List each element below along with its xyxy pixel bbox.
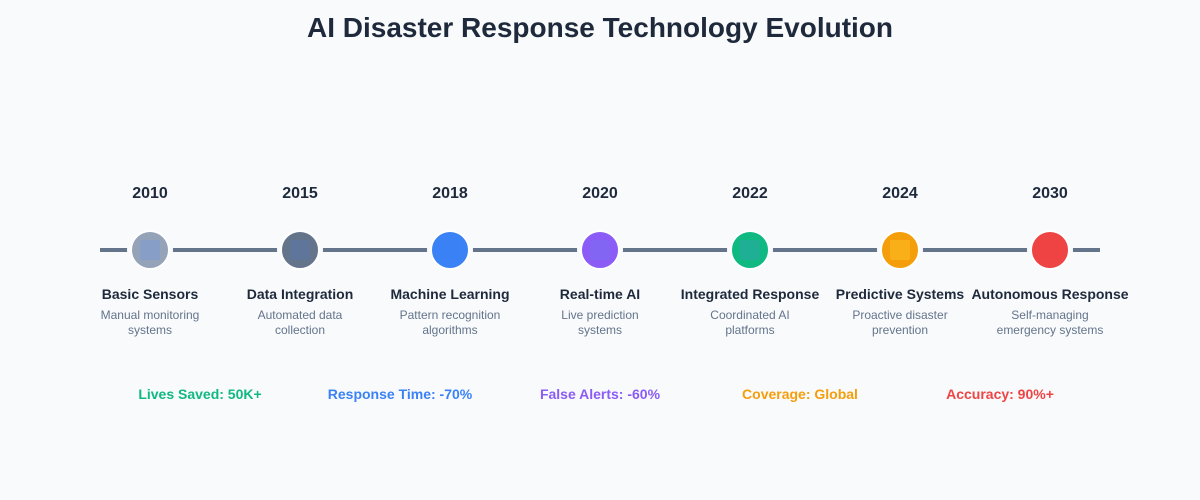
milestone: 2030 Autonomous Response Self-managing emer… — [970, 0, 1130, 500]
milestone-node-ring — [427, 227, 473, 273]
milestone-label: Data Integration — [246, 286, 354, 302]
milestone-description: Automated data collection — [210, 308, 390, 338]
milestone-label: Predictive Systems — [835, 286, 965, 302]
milestone-label: Machine Learning — [390, 286, 510, 302]
milestone: 2010 Basic Sensors Manual monitoring system… — [70, 0, 230, 500]
milestone: 2020 Real-time AI Live prediction systems — [520, 0, 680, 500]
milestone-year: 2018 — [432, 185, 468, 202]
milestone-description: Coordinated AI platforms — [660, 308, 840, 338]
milestone: 2018 Machine Learning Pattern recognition a… — [370, 0, 530, 500]
milestone-node-ring — [1027, 227, 1073, 273]
milestone-description: Pattern recognition algorithms — [360, 308, 540, 338]
milestone-description: Self-managing emergency systems — [960, 308, 1140, 338]
milestone-description-line: systems — [577, 323, 622, 337]
milestone-node-ring — [577, 227, 623, 273]
forecast-icon — [890, 240, 910, 260]
milestone-year: 2022 — [732, 185, 768, 202]
milestone-description-line: prevention — [871, 323, 929, 337]
milestone-node — [280, 230, 320, 270]
metric-stat: Response Time: -70% — [327, 386, 473, 402]
milestone-node — [580, 230, 620, 270]
milestone-year: 2015 — [282, 185, 318, 202]
milestone: 2022 Integrated Response Coordinated AI pla… — [670, 0, 830, 500]
milestone-label: Integrated Response — [680, 286, 820, 302]
milestone-node — [730, 230, 770, 270]
milestone-description-line: systems — [127, 323, 172, 337]
milestone-year: 2030 — [1032, 185, 1068, 202]
metric-stat: Accuracy: 90%+ — [946, 386, 1054, 402]
milestone-description-line: emergency systems — [996, 323, 1104, 337]
sensor-icon — [140, 240, 160, 260]
milestone-description: Proactive disaster prevention — [810, 308, 990, 338]
milestone-node — [1030, 230, 1070, 270]
milestone-description: Manual monitoring systems — [60, 308, 240, 338]
milestone-label: Autonomous Response — [971, 286, 1129, 302]
milestone-description-line: Automated data — [257, 308, 343, 322]
milestone-year: 2020 — [582, 185, 618, 202]
milestone-year: 2024 — [882, 185, 918, 202]
milestone-description-line: Coordinated AI — [710, 308, 790, 322]
milestone-description: Live prediction systems — [510, 308, 690, 338]
milestone-description-line: Manual monitoring — [100, 308, 200, 322]
milestone-node — [430, 230, 470, 270]
metric-stat: Coverage: Global — [742, 386, 858, 402]
milestone-node — [880, 230, 920, 270]
milestone-description-line: Self-managing — [1011, 308, 1089, 322]
metric-stat: False Alerts: -60% — [539, 386, 661, 402]
milestone: 2024 Predictive Systems Proactive disaster… — [820, 0, 980, 500]
milestone-label: Basic Sensors — [101, 286, 199, 302]
milestone-node-ring — [877, 227, 923, 273]
database-icon — [290, 240, 310, 260]
milestone-node-ring — [127, 227, 173, 273]
milestone-year: 2010 — [132, 185, 168, 202]
brain-icon — [440, 240, 460, 260]
milestone-label: Real-time AI — [559, 286, 641, 302]
milestone-description-line: Live prediction — [561, 308, 639, 322]
robot-icon — [1040, 240, 1060, 260]
milestone-description-line: Proactive disaster — [852, 308, 948, 322]
page-title: AI Disaster Response Technology Evolutio… — [306, 12, 894, 43]
milestone-description-line: platforms — [725, 323, 775, 337]
milestone: 2015 Data Integration Automated data collec… — [220, 0, 380, 500]
network-icon — [740, 240, 760, 260]
milestone-description-line: algorithms — [422, 323, 478, 337]
milestone-description-line: collection — [274, 323, 326, 337]
milestone-description-line: Pattern recognition — [399, 308, 501, 322]
milestone-node-ring — [727, 227, 773, 273]
milestone-node — [130, 230, 170, 270]
metric-stat: Lives Saved: 50K+ — [138, 386, 262, 402]
lightning-icon — [590, 240, 610, 260]
milestone-node-ring — [277, 227, 323, 273]
